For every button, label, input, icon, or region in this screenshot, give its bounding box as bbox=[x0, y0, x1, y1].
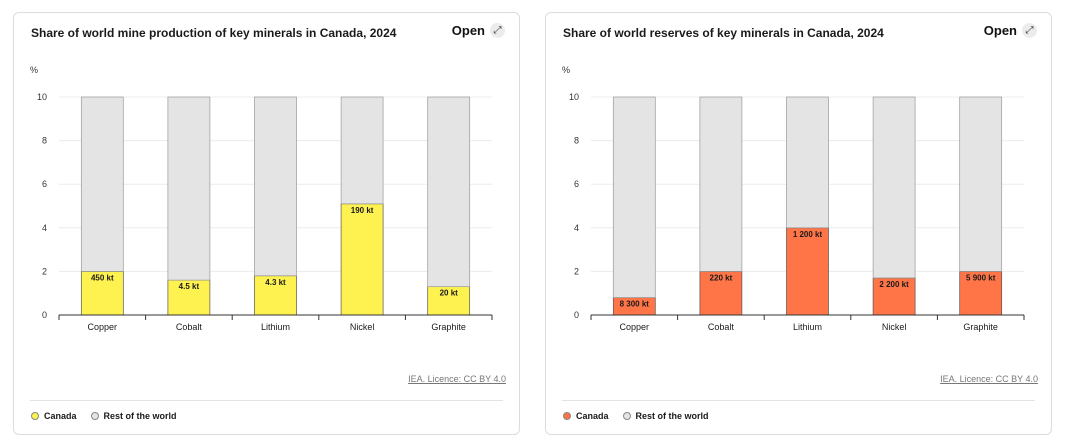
y-unit-label: % bbox=[562, 65, 571, 75]
bar-canada bbox=[80, 271, 124, 316]
x-tick-label: Graphite bbox=[431, 322, 466, 332]
bar-canada bbox=[340, 203, 384, 316]
production-chart: 0 2 4 6 8 10 450 kt Copper 4.5 kt Cobalt 4.3 kt Lit… bbox=[37, 92, 493, 332]
bar-rest-of-world bbox=[872, 96, 916, 279]
data-label: 4.3 kt bbox=[265, 278, 286, 287]
chart-title: Share of world mine production of key mi… bbox=[31, 26, 397, 40]
bar-canada bbox=[167, 279, 211, 316]
y-tick-label: 8 bbox=[574, 136, 579, 146]
bar-rest-of-world bbox=[427, 96, 471, 288]
data-label: 190 kt bbox=[351, 206, 374, 215]
data-label: 220 kt bbox=[710, 273, 733, 282]
legend-label-rest-of-world: Rest of the world bbox=[635, 411, 709, 421]
open-label: Open bbox=[451, 23, 485, 38]
legend-item-canada[interactable]: Canada bbox=[563, 411, 609, 421]
bar-rest-of-world bbox=[80, 96, 124, 272]
x-tick-label: Cobalt bbox=[176, 322, 203, 332]
data-label: 1 200 kt bbox=[793, 230, 823, 239]
y-tick-label: 0 bbox=[42, 310, 47, 320]
bar-canada bbox=[254, 275, 297, 316]
open-button[interactable]: Open ⤢ bbox=[984, 23, 1037, 38]
x-tick-label: Graphite bbox=[963, 322, 998, 332]
bar-canada bbox=[959, 271, 1003, 316]
license-link[interactable]: IEA. Licence: CC BY 4.0 bbox=[940, 374, 1038, 384]
open-button[interactable]: Open ⤢ bbox=[452, 23, 505, 38]
y-tick-label: 4 bbox=[574, 223, 579, 233]
y-tick-label: 10 bbox=[37, 92, 47, 102]
x-tick-label: Lithium bbox=[793, 322, 822, 332]
legend: Canada Rest of the world bbox=[563, 411, 709, 421]
legend: Canada Rest of the world bbox=[31, 411, 177, 421]
data-label: 5 900 kt bbox=[966, 273, 996, 282]
bar-canada bbox=[786, 227, 829, 316]
legend-swatch-canada bbox=[31, 412, 39, 420]
bar-rest-of-world bbox=[340, 96, 384, 205]
data-label: 450 kt bbox=[91, 273, 114, 282]
y-tick-label: 4 bbox=[42, 223, 47, 233]
divider bbox=[30, 400, 503, 401]
data-label: 4.5 kt bbox=[179, 282, 200, 291]
legend-swatch-canada bbox=[563, 412, 571, 420]
expand-icon: ⤢ bbox=[490, 23, 505, 38]
data-label: 20 kt bbox=[440, 289, 459, 298]
legend-item-canada[interactable]: Canada bbox=[31, 411, 77, 421]
reserves-chart: 0 2 4 6 8 10 8 300 kt Copper 220 kt Cobalt 1 200 k… bbox=[569, 92, 1025, 332]
bar-rest-of-world bbox=[254, 96, 297, 277]
bar-rest-of-world bbox=[167, 96, 211, 281]
x-tick-label: Copper bbox=[620, 322, 650, 332]
expand-icon: ⤢ bbox=[1022, 23, 1037, 38]
y-tick-label: 6 bbox=[574, 179, 579, 189]
bar-canada bbox=[427, 286, 471, 316]
reserves-chart-card: Share of world reserves of key minerals … bbox=[545, 12, 1052, 435]
x-tick-label: Lithium bbox=[261, 322, 290, 332]
legend-label-rest-of-world: Rest of the world bbox=[103, 411, 177, 421]
chart-title: Share of world reserves of key minerals … bbox=[563, 26, 884, 40]
bar-rest-of-world bbox=[612, 96, 656, 298]
legend-item-rest-of-world[interactable]: Rest of the world bbox=[622, 411, 709, 421]
legend-label-canada: Canada bbox=[44, 411, 77, 421]
production-chart-card: Share of world mine production of key mi… bbox=[13, 12, 520, 435]
y-tick-label: 2 bbox=[42, 266, 47, 276]
legend-swatch-rest-of-world bbox=[90, 412, 99, 420]
x-tick-label: Copper bbox=[88, 322, 118, 332]
x-tick-label: Cobalt bbox=[708, 322, 735, 332]
bar-rest-of-world bbox=[959, 96, 1003, 272]
legend-swatch-rest-of-world bbox=[622, 412, 631, 420]
legend-label-canada: Canada bbox=[576, 411, 609, 421]
x-tick-label: Nickel bbox=[350, 322, 375, 332]
y-tick-label: 10 bbox=[569, 92, 579, 102]
open-label: Open bbox=[983, 23, 1017, 38]
bar-canada bbox=[872, 277, 916, 316]
bar-canada bbox=[699, 271, 743, 316]
bar-rest-of-world bbox=[699, 96, 743, 272]
y-unit-label: % bbox=[30, 65, 39, 75]
divider bbox=[562, 400, 1035, 401]
y-tick-label: 8 bbox=[42, 136, 47, 146]
data-label: 2 200 kt bbox=[879, 280, 909, 289]
x-tick-label: Nickel bbox=[882, 322, 907, 332]
legend-item-rest-of-world[interactable]: Rest of the world bbox=[90, 411, 177, 421]
bar-rest-of-world bbox=[786, 96, 829, 229]
y-tick-label: 2 bbox=[574, 266, 579, 276]
y-tick-label: 6 bbox=[42, 179, 47, 189]
data-label: 8 300 kt bbox=[620, 300, 650, 309]
y-tick-label: 0 bbox=[574, 310, 579, 320]
license-link[interactable]: IEA. Licence: CC BY 4.0 bbox=[408, 374, 506, 384]
